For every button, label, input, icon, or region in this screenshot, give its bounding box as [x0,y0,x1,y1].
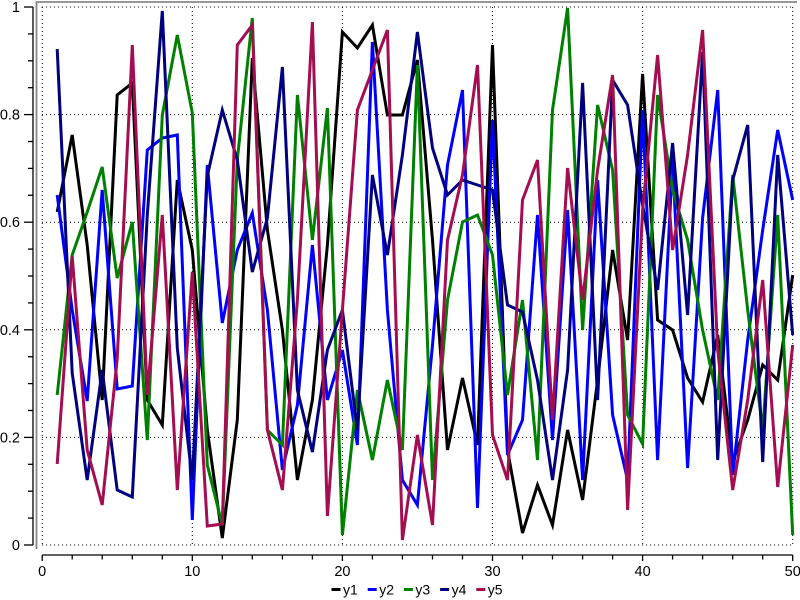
svg-text:0.8: 0.8 [0,108,20,124]
svg-text:y5: y5 [488,582,503,598]
svg-text:0.4: 0.4 [0,323,20,339]
svg-text:y3: y3 [415,582,430,598]
svg-text:30: 30 [484,564,500,580]
svg-text:y4: y4 [452,582,467,598]
svg-text:10: 10 [184,564,200,580]
svg-text:0: 0 [12,538,20,554]
svg-text:0: 0 [38,564,46,580]
svg-text:50: 50 [785,564,800,580]
svg-text:40: 40 [635,564,651,580]
svg-text:0.6: 0.6 [0,215,20,231]
svg-text:y2: y2 [379,582,394,598]
svg-text:y1: y1 [343,582,358,598]
svg-text:20: 20 [334,564,350,580]
svg-text:0.2: 0.2 [0,430,20,446]
svg-text:1: 1 [12,0,20,16]
